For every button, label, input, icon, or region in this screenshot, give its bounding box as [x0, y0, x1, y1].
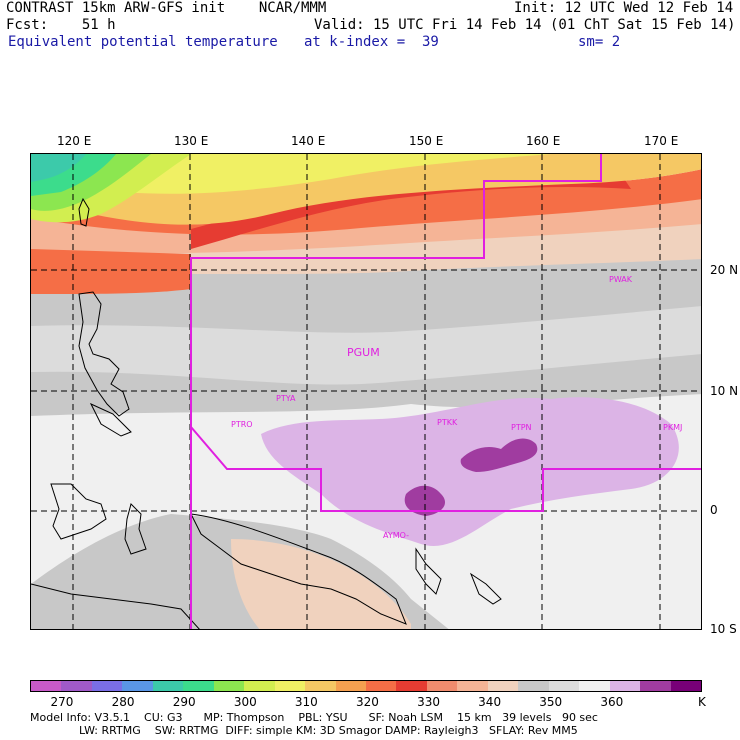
colorbar-swatch	[640, 681, 671, 691]
station-pkmj: PKMJ	[663, 423, 682, 432]
colorbar-tick-label: 310	[294, 695, 318, 709]
station-ptkk: PTKK	[437, 418, 458, 427]
colorbar-swatch	[609, 681, 641, 691]
colorbar-swatch	[31, 681, 62, 691]
field-name: Equivalent potential temperature	[8, 34, 278, 50]
map-panel: PGUM PTYA PTRO PTKK PTPN PKMJ PWAK AYMO-	[30, 153, 702, 630]
colorbar-tick-label: 270	[50, 695, 74, 709]
field-contour-290	[31, 154, 86, 182]
colorbar-tick-label: 290	[172, 695, 196, 709]
field-contour-newguinea	[231, 539, 411, 629]
lat-label-10n: 10 N	[710, 384, 739, 398]
map-svg: PGUM PTYA PTRO PTKK PTPN PKMJ PWAK AYMO-	[31, 154, 701, 629]
colorbar-swatch	[426, 681, 458, 691]
lon-label-150: 150 E	[409, 134, 444, 148]
colorbar-tick-label: 300	[233, 695, 257, 709]
station-pwak: PWAK	[609, 275, 633, 284]
lon-label-160: 160 E	[526, 134, 561, 148]
model-info-line2: LW: RRTMG SW: RRTMG DIFF: simple KM: 3D …	[30, 724, 578, 737]
colorbar-swatch	[457, 681, 488, 691]
colorbar-swatch	[396, 681, 427, 691]
vertical-level: at k-index = 39	[304, 34, 439, 50]
colorbar-swatch	[152, 681, 184, 691]
lat-label-10s: 10 S	[710, 622, 737, 636]
forecast-hour: Fcst: 51 h	[6, 17, 116, 33]
station-ptro: PTRO	[231, 420, 253, 429]
colorbar-unit: K	[698, 695, 706, 709]
init-time: Init: 12 UTC Wed 12 Feb 14	[514, 0, 734, 16]
station-labels: PGUM PTYA PTRO PTKK PTPN PKMJ PWAK AYMO-	[231, 275, 682, 540]
model-info-line1: Model Info: V3.5.1 CU: G3 MP: Thompson P…	[30, 711, 598, 724]
colorbar-tick-label: 320	[356, 695, 379, 709]
colorbar-swatch	[518, 681, 549, 691]
field-maximum-north	[460, 438, 538, 472]
colorbar-swatch	[487, 681, 519, 691]
colorbar-swatch	[579, 681, 610, 691]
colorbar-swatch	[61, 681, 92, 691]
station-ptpn: PTPN	[511, 423, 532, 432]
colorbar-swatch	[274, 681, 306, 691]
field-contour-360	[261, 397, 679, 546]
colorbar	[30, 680, 702, 692]
colorbar-swatch	[670, 681, 701, 691]
lat-label-20n: 20 N	[710, 263, 739, 277]
station-aymo: AYMO-	[383, 531, 409, 540]
field-maximum-south	[404, 485, 446, 516]
colorbar-swatch	[213, 681, 245, 691]
station-ptya: PTYA	[276, 394, 296, 403]
lon-label-130: 130 E	[174, 134, 209, 148]
lon-label-120: 120 E	[57, 134, 92, 148]
colorbar-swatch	[335, 681, 366, 691]
model-title: CONTRAST 15km ARW-GFS init NCAR/MMM	[6, 0, 327, 16]
colorbar-tick-label: 360	[600, 695, 624, 709]
colorbar-tick-label: 280	[111, 695, 135, 709]
valid-time: Valid: 15 UTC Fri 14 Feb 14 (01 ChT Sat …	[314, 17, 736, 33]
smoothing: sm= 2	[578, 34, 621, 50]
station-pgum: PGUM	[347, 346, 380, 359]
lat-label-0: 0	[710, 503, 718, 517]
field-contour-west-330	[31, 249, 191, 294]
field-contour-355	[31, 304, 701, 385]
colorbar-tick-label: 330	[417, 695, 440, 709]
colorbar-swatch	[122, 681, 153, 691]
field-contour-325	[191, 165, 631, 249]
colorbar-swatch	[305, 681, 336, 691]
lon-label-170: 170 E	[644, 134, 679, 148]
lon-label-140: 140 E	[291, 134, 326, 148]
colorbar-swatch	[244, 681, 275, 691]
colorbar-swatch	[365, 681, 397, 691]
coastlines	[31, 197, 502, 629]
colorbar-swatch	[183, 681, 214, 691]
colorbar-tick-label: 350	[539, 695, 563, 709]
colorbar-tick-label: 340	[478, 695, 502, 709]
colorbar-swatch	[548, 681, 580, 691]
colorbar-swatch	[91, 681, 123, 691]
nested-domain-boundary	[190, 154, 701, 629]
